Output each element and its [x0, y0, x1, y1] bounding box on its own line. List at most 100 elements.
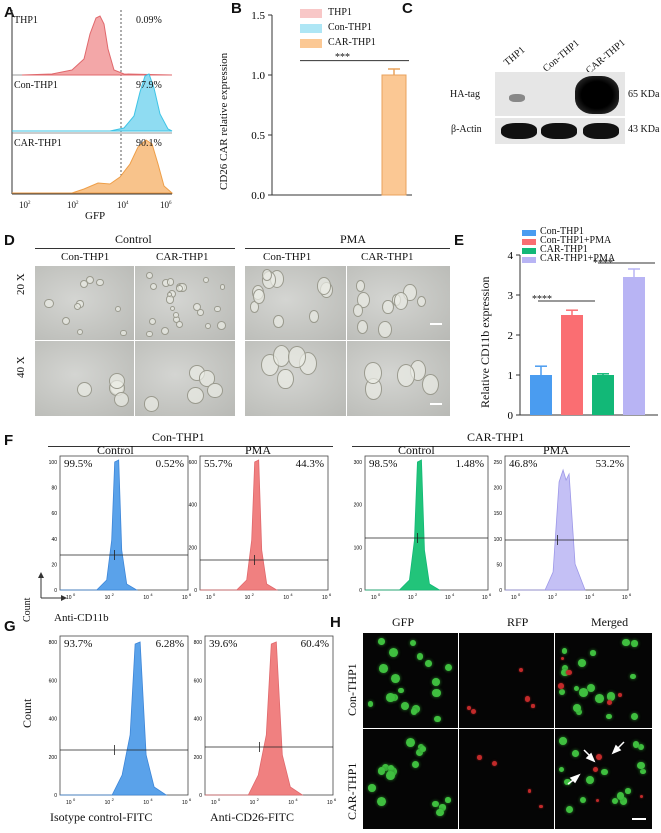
flow-xtick-exp: 0 [218, 797, 221, 802]
cell [96, 278, 104, 286]
y-tick-label-e: 3 [508, 290, 514, 302]
cell [356, 319, 368, 334]
fluor-cell [632, 740, 640, 748]
flow-xtick: 10 [322, 595, 328, 601]
flow-histogram-flowF-2: 0 100 200 300 10 0 10 2 10 4 10 6 98.5% 1.48% [345, 452, 492, 602]
cell [79, 279, 89, 289]
fluor-cell [587, 683, 596, 692]
scale-bar-d-20x [430, 323, 442, 325]
fluor-cell [579, 687, 589, 697]
flow-pct-left: 39.6% [209, 638, 238, 650]
cell [205, 323, 212, 330]
flow-ytick: 300 [354, 460, 363, 466]
group-rule-f-con [48, 446, 333, 447]
fluor-cell [409, 639, 417, 647]
panel-b-chart: 0.0 0.5 1.0 1.5 [251, 10, 412, 202]
axis-label-f-x: Anti-CD11b [54, 612, 109, 624]
cell [220, 284, 226, 290]
fluor-h-con-merged [554, 632, 653, 730]
fluor-cell [618, 692, 622, 697]
fluor-cell [466, 706, 471, 710]
flow-xtick: 10 [548, 595, 554, 601]
flow-ytick: 20 [51, 562, 57, 568]
y-tick-label-b: 1.0 [251, 70, 265, 82]
flow-xtick: 10 [245, 595, 251, 601]
group-label-f-car: CAR-THP1 [467, 430, 525, 444]
panel-a-flow-histograms: THP1 0.09% Con-THP1 97.9% CAR-THP1 90.1% [11, 4, 174, 199]
cell [273, 315, 284, 329]
row-label-h-car: CAR-THP1 [345, 762, 359, 820]
blot-band-actin-1 [501, 123, 537, 139]
legend-swatch-thp1 [300, 9, 322, 18]
flow-ytick: 150 [494, 511, 503, 517]
flow-xtick: 10 [482, 595, 488, 601]
flow-xtick: 10 [288, 800, 294, 806]
fluor-cell [564, 778, 572, 786]
cell [357, 291, 370, 308]
fluor-cell [606, 699, 612, 706]
axis-label-a: GFP [85, 210, 106, 222]
flow-xtick-exp: 0 [518, 592, 521, 597]
flow-pct-left: 46.8% [509, 458, 538, 470]
fluor-cell [434, 715, 441, 723]
cell [114, 305, 122, 313]
fluor-cell [471, 708, 477, 714]
fluor-cell [432, 677, 440, 686]
cell [186, 387, 204, 405]
cell [262, 269, 272, 282]
flow-xtick-exp: 0 [378, 592, 381, 597]
flow-xtick-exp: 6 [189, 592, 192, 597]
bar-e-2 [592, 375, 614, 415]
flow-histogram-flowG-0: 0 200 400 600 800 10 0 10 2 10 4 10 6 93.7% 6.28% [40, 632, 192, 807]
flow-ytick: 600 [194, 678, 203, 684]
fluor-cell [492, 761, 498, 767]
flow-ytick: 100 [354, 545, 363, 551]
cell [77, 381, 93, 397]
sub-label-f-4: PMA [543, 443, 570, 457]
fluor-cell [558, 682, 564, 689]
cell [421, 373, 439, 395]
axis-label-f-count: Count [22, 597, 33, 622]
histogram-thp1 [21, 15, 173, 76]
flow-xtick: 10 [327, 800, 333, 806]
sub-label-f-2: PMA [245, 443, 272, 457]
cell [277, 368, 294, 390]
fluor-cell [519, 668, 524, 673]
flow-ytick: 40 [51, 537, 57, 543]
flow-ytick: 0 [54, 793, 57, 799]
legend-label-e-4: CAR-THP1+PMA [540, 253, 616, 264]
flow-ytick: 60 [51, 511, 57, 517]
flow-pct-left: 55.7% [204, 458, 233, 470]
fluor-cell [386, 692, 395, 702]
flow-ytick: 200 [194, 755, 203, 761]
flow-xtick-exp: 2 [252, 592, 255, 597]
fluor-cell [558, 688, 565, 695]
flow-xtick-exp: 6 [489, 592, 492, 597]
flow-xtick: 10 [445, 595, 451, 601]
fluor-cell [586, 775, 595, 784]
cell [378, 320, 392, 338]
legend-label-thp1: THP1 [328, 7, 352, 18]
fluor-cell [378, 638, 386, 645]
cell [308, 310, 319, 323]
lane-label-car-thp1: CAR-THP1 [584, 37, 628, 77]
blot-size-actin: 43 KDa [628, 124, 660, 135]
flow-peak [200, 459, 279, 591]
fluor-cell [527, 789, 532, 793]
cell [193, 302, 202, 311]
flow-xtick-exp: 2 [555, 592, 558, 597]
flow-xtick-exp: 4 [295, 797, 298, 802]
panel-label-h: H [330, 614, 341, 631]
flow-pct-left: 98.5% [369, 458, 398, 470]
fluor-cell [436, 809, 444, 817]
fluor-cell [416, 652, 424, 660]
blot-row-label-ha: HA-tag [450, 89, 480, 100]
fluor-cell [420, 746, 426, 752]
flow-xtick-exp: 0 [213, 592, 216, 597]
track-label-thp1: THP1 [14, 15, 38, 26]
fluor-cell [619, 797, 628, 806]
flow-ytick: 100 [49, 460, 58, 466]
fluor-cell [398, 687, 405, 694]
cell [170, 306, 176, 312]
fluor-cell [631, 640, 638, 647]
